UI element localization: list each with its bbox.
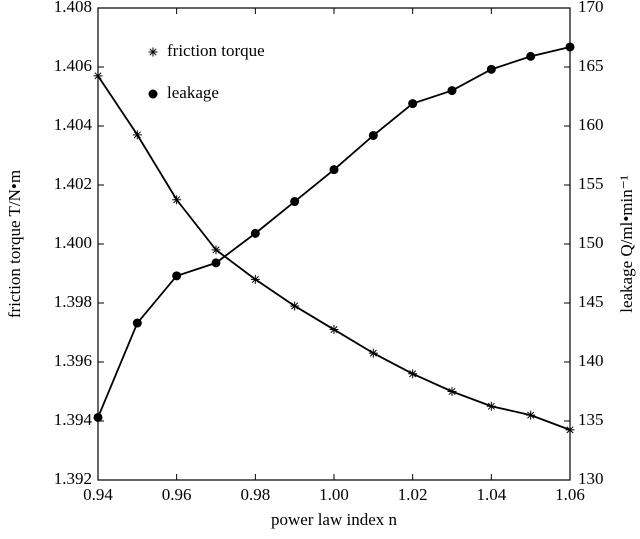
y-axis-label: friction torque T/N•m: [5, 170, 24, 318]
data-point: [290, 197, 300, 207]
x-tick-label: 0.98: [240, 485, 270, 504]
y2-tick-label: 165: [578, 56, 604, 75]
data-point: [447, 86, 457, 96]
data-point: [368, 130, 378, 140]
data-point: [172, 271, 182, 281]
data-point: [329, 165, 339, 175]
data-point: [329, 325, 339, 335]
x-tick-label: 0.96: [162, 485, 192, 504]
plot-frame: [97, 7, 571, 481]
data-point: [132, 130, 142, 140]
data-point: [526, 51, 536, 61]
y-tick-label: 1.394: [54, 410, 93, 429]
data-point: [565, 425, 575, 435]
data-point: [93, 71, 103, 81]
x-axis-label: power law index n: [271, 510, 398, 529]
legend-label: friction torque: [167, 41, 265, 60]
y-tick-label: 1.400: [54, 233, 92, 252]
y-tick-label: 1.398: [54, 292, 92, 311]
y-tick-label: 1.408: [54, 0, 92, 16]
x-tick-label: 1.04: [476, 485, 506, 504]
data-point: [250, 274, 260, 284]
data-point: [565, 42, 575, 52]
y2-tick-label: 150: [578, 233, 604, 252]
data-point: [408, 369, 418, 379]
series-line: [97, 46, 571, 418]
data-point: [132, 318, 142, 328]
series-line: [97, 75, 571, 431]
data-point: [290, 301, 300, 311]
x-tick-label: 0.94: [83, 485, 113, 504]
data-point: [368, 348, 378, 358]
y-tick-label: 1.406: [54, 56, 92, 75]
data-point: [211, 258, 221, 268]
x-tick-label: 1.02: [398, 485, 428, 504]
data-point: [93, 412, 103, 422]
data-point: [526, 410, 536, 420]
data-point: [486, 64, 496, 74]
x-tick-label: 1.00: [319, 485, 349, 504]
y2-tick-label: 130: [578, 469, 604, 488]
data-point: [447, 387, 457, 396]
data-point: [250, 228, 260, 238]
data-point: [211, 245, 221, 255]
y2-tick-label: 135: [578, 410, 604, 429]
y2-tick-label: 170: [578, 0, 604, 16]
data-point: [408, 99, 418, 109]
y-tick-label: 1.396: [54, 351, 92, 370]
legend-marker: [148, 89, 158, 99]
data-point: [486, 401, 496, 411]
legend-label: leakage: [167, 83, 219, 102]
y2-axis-label: leakage Q/ml•min⁻¹: [617, 175, 636, 313]
y-tick-label: 1.392: [54, 469, 92, 488]
x-tick-label: 1.06: [555, 485, 585, 504]
y2-tick-label: 145: [578, 292, 604, 311]
y-tick-label: 1.404: [54, 115, 93, 134]
y2-tick-label: 140: [578, 351, 604, 370]
y-tick-label: 1.402: [54, 174, 92, 193]
legend-marker: [148, 47, 158, 57]
data-point: [172, 195, 182, 205]
y2-tick-label: 155: [578, 174, 604, 193]
y2-tick-label: 160: [578, 115, 604, 134]
